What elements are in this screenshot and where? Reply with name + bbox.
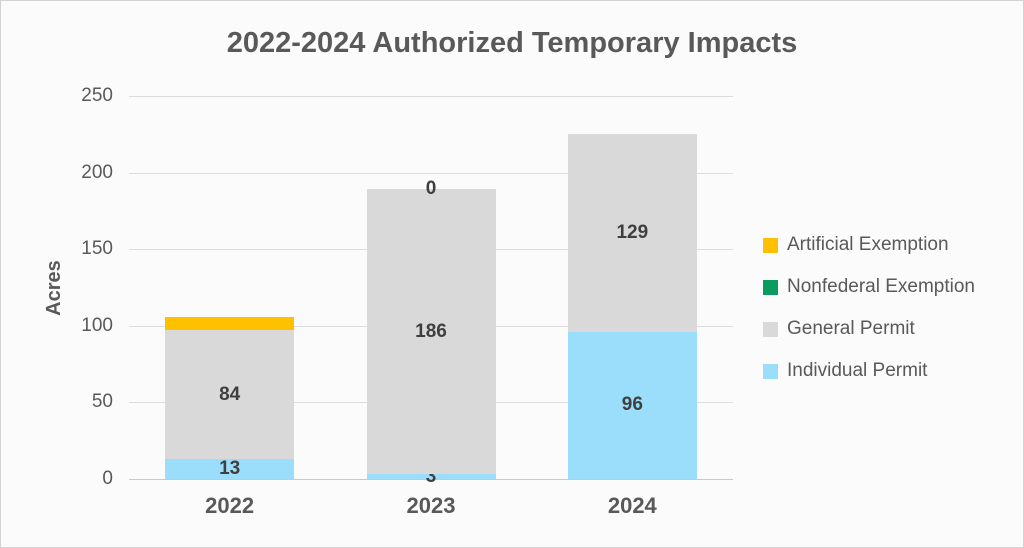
- bar-segment-general-permit: [366, 189, 496, 475]
- bar-value-label: 84: [219, 383, 241, 405]
- plot-area: 13 84 3 186 0 96 129: [129, 96, 733, 487]
- bar-value-label: 0: [425, 178, 437, 200]
- legend-item-label: Individual Permit: [787, 360, 928, 381]
- legend-item: Artificial Exemption: [763, 224, 975, 266]
- x-category-label: 2023: [406, 493, 456, 518]
- legend-item: General Permit: [763, 308, 975, 350]
- bar-segment-individual-permit: [366, 474, 496, 479]
- legend-item-label: General Permit: [787, 318, 915, 339]
- y-tick-label: 250: [81, 85, 113, 106]
- legend-item: Individual Permit: [763, 350, 975, 392]
- x-category-label: 2024: [607, 493, 657, 518]
- bar-value-label: 129: [616, 222, 649, 244]
- bar-segment-individual-permit: [567, 331, 697, 479]
- bar-segment-individual-permit: [165, 459, 295, 479]
- legend-swatch: [763, 363, 778, 379]
- gridline: [129, 479, 733, 480]
- y-tick-label: 150: [81, 238, 113, 260]
- legend: Artificial Exemption Nonfederal Exemption…: [763, 224, 975, 392]
- bar-value-label: 3: [425, 465, 437, 487]
- chart-title: 2022-2024 Authorized Temporary Impacts: [226, 27, 798, 59]
- legend-item-label: Nonfederal Exemption: [787, 276, 975, 297]
- legend-swatch: [763, 237, 778, 253]
- y-tick-label: 0: [102, 468, 113, 489]
- gridline: [129, 172, 733, 174]
- legend-item-label: Artificial Exemption: [787, 234, 949, 255]
- legend-item: Nonfederal Exemption: [763, 266, 975, 308]
- bar-value-label: 13: [219, 458, 241, 480]
- y-tick-label: 200: [81, 161, 113, 183]
- bar-value-label: 96: [621, 394, 643, 416]
- x-category-label: 2022: [205, 493, 255, 518]
- y-tick-label: 50: [91, 391, 113, 413]
- legend-swatch: [763, 279, 778, 295]
- legend-swatch: [763, 321, 778, 337]
- bar-segment-artificial-exemption: [165, 316, 295, 331]
- bar-segment-general-permit: [165, 330, 295, 460]
- y-tick-label: 100: [81, 314, 113, 336]
- bar-segment-general-permit: [567, 134, 697, 332]
- bar-value-label: 186: [415, 320, 447, 342]
- gridline: [129, 96, 733, 97]
